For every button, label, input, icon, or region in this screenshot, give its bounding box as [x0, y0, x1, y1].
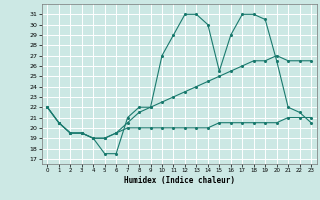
X-axis label: Humidex (Indice chaleur): Humidex (Indice chaleur): [124, 176, 235, 185]
